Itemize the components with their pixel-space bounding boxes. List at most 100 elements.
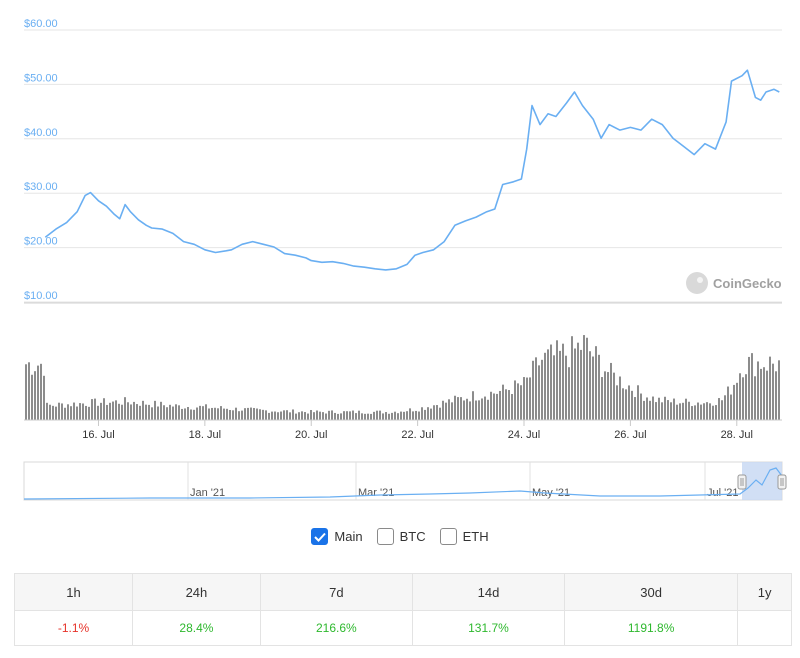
volume-bar [619, 376, 621, 420]
volume-bar [52, 405, 54, 420]
toggle-main-label: Main [334, 529, 363, 544]
volume-bar [691, 406, 693, 420]
volume-bar [724, 395, 726, 420]
volume-bar [505, 389, 507, 420]
volume-bar [43, 375, 45, 420]
volume-bar [772, 363, 774, 420]
volume-bar [598, 354, 600, 420]
volume-bar [550, 344, 552, 420]
volume-bar [79, 403, 81, 420]
volume-bar [31, 374, 33, 420]
volume-bar [646, 397, 648, 420]
volume-bar [67, 404, 69, 420]
volume-bar [448, 399, 450, 420]
navigator-frame [23, 461, 783, 501]
volume-bar [133, 401, 135, 420]
volume-bar [211, 407, 213, 420]
toggle-btc[interactable]: BTC [376, 528, 426, 545]
volume-bar [244, 408, 246, 420]
volume-bar [442, 400, 444, 420]
main-checkbox-icon[interactable] [311, 528, 329, 545]
volume-bar [355, 413, 357, 420]
volume-bar [559, 350, 561, 420]
volume-bar [463, 400, 465, 420]
volume-bar [331, 410, 333, 420]
volume-bar [178, 405, 180, 420]
volume-bar [634, 397, 636, 420]
volume-bar [529, 377, 531, 420]
volume-bar [703, 403, 705, 420]
volume-bar [55, 406, 57, 420]
volume-bar [61, 403, 63, 420]
volume-bar [229, 409, 231, 420]
volume-bar [160, 401, 162, 420]
volume-bar [775, 371, 777, 420]
volume-bar [520, 385, 522, 420]
volume-bar [247, 407, 249, 420]
volume-bar [340, 413, 342, 420]
volume-bar [562, 343, 564, 420]
volume-bar [289, 412, 291, 420]
volume-bar [574, 348, 576, 420]
volume-bar [70, 406, 72, 420]
volume-bar [418, 411, 420, 420]
volume-bar [25, 364, 27, 420]
navigator-handle-icon [737, 474, 747, 490]
price-chart-svg[interactable]: $10.00 $20.00 $30.00 $40.00 $50.00 $60.00 Coin… [0, 0, 800, 510]
volume-bar [439, 407, 441, 420]
volume-bar [250, 407, 252, 420]
volume-bar [748, 356, 750, 420]
value-1y [737, 610, 792, 646]
volume-bar [664, 396, 666, 420]
volume-bar [394, 411, 396, 420]
volume-bar [493, 393, 495, 420]
y-tick-label: $50.00 [24, 72, 58, 84]
volume-bar [151, 407, 153, 420]
volume-bar [136, 404, 138, 420]
navigator-line [23, 467, 783, 500]
volume-bar [280, 411, 282, 420]
volume-bar [604, 371, 606, 420]
volume-bar [196, 407, 198, 420]
volume-bar [217, 408, 219, 420]
toggle-btc-label: BTC [399, 529, 426, 544]
volume-bar [640, 393, 642, 420]
volume-bar [301, 411, 303, 420]
volume-bar [238, 411, 240, 420]
volume-bar [361, 413, 363, 420]
volume-bar [472, 391, 474, 420]
volume-bar [553, 355, 555, 420]
volume-bar [607, 372, 609, 420]
price-chart[interactable]: $10.00 $20.00 $30.00 $40.00 $50.00 $60.00 Coin… [0, 0, 800, 510]
toggle-eth[interactable]: ETH [439, 528, 489, 545]
volume-bar [316, 410, 318, 420]
toggle-main[interactable]: Main [311, 528, 363, 545]
volume-bar [100, 402, 102, 420]
volume-bar [715, 405, 717, 420]
volume-bar [334, 412, 336, 420]
volume-bar [688, 401, 690, 420]
volume-bar [475, 400, 477, 420]
y-tick-label: $10.00 [24, 290, 58, 302]
volume-bar [694, 405, 696, 420]
volume-bar [103, 398, 105, 420]
volume-bar [295, 413, 297, 420]
volume-bar [106, 404, 108, 420]
header-24h: 24h [132, 573, 261, 611]
volume-bar [451, 402, 453, 420]
volume-bar [517, 383, 519, 420]
volume-bar [364, 413, 366, 420]
volume-bar [757, 361, 759, 420]
header-14d: 14d [411, 573, 566, 611]
btc-checkbox-icon[interactable] [376, 528, 394, 545]
volume-bar [466, 398, 468, 420]
volume-bar [115, 400, 117, 420]
volume-bar [589, 351, 591, 420]
volume-bar [754, 376, 756, 420]
volume-bar [454, 395, 456, 420]
volume-bar [271, 411, 273, 420]
volume-bar [478, 400, 480, 420]
volume-bar [637, 385, 639, 420]
eth-checkbox-icon[interactable] [439, 528, 457, 545]
volume-bar [568, 367, 570, 420]
